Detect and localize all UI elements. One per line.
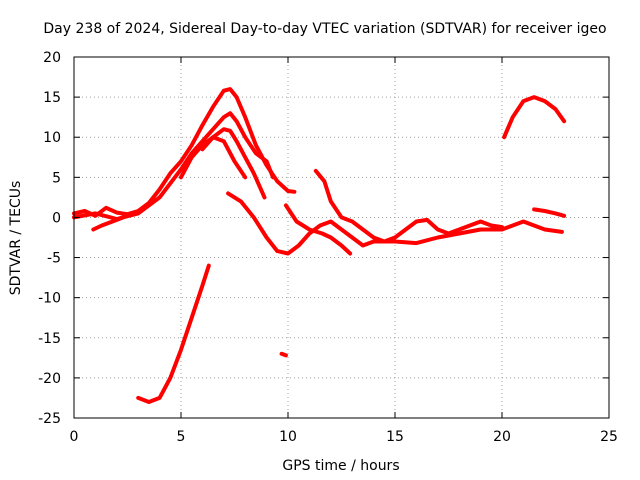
- y-tick-label: 10: [43, 130, 61, 146]
- plot-frame: [73, 56, 610, 419]
- y-tick-label: 15: [43, 90, 61, 106]
- series-track-k: [502, 95, 567, 140]
- y-tick-label: -20: [38, 371, 61, 387]
- tick-layer: 0 5 10 15 20 25 -25 -20 -15 -10 -5 0 5 10 15 20: [38, 50, 618, 445]
- y-axis-label: SDTVAR / TECUs: [8, 181, 24, 296]
- series-track-h: [91, 215, 126, 232]
- y-tick-label: 5: [52, 170, 61, 186]
- y-tick-label: -5: [47, 251, 61, 267]
- series-track-j: [279, 351, 288, 358]
- series-track-e: [226, 191, 564, 256]
- y-tick-label: 20: [43, 50, 61, 66]
- series-track-l: [532, 207, 567, 218]
- y-tick-label: -10: [38, 291, 61, 307]
- series-track-a: [72, 87, 297, 218]
- series-track-b: [72, 111, 275, 221]
- series-track-f: [313, 168, 504, 244]
- chart-title: Day 238 of 2024, Sidereal Day-to-day VTE…: [43, 21, 606, 37]
- x-axis-label: GPS time / hours: [282, 458, 399, 474]
- series-track-i: [136, 263, 211, 404]
- data-layer: [72, 87, 567, 404]
- series-track-d: [179, 135, 248, 180]
- x-tick-label: 25: [600, 429, 618, 445]
- x-tick-label: 20: [493, 429, 511, 445]
- x-tick-label: 15: [386, 429, 404, 445]
- x-tick-label: 0: [70, 429, 79, 445]
- x-tick-label: 5: [177, 429, 186, 445]
- y-tick-label: -25: [38, 411, 61, 427]
- x-tick-label: 10: [279, 429, 297, 445]
- grid-layer: [74, 57, 609, 418]
- y-tick-label: -15: [38, 331, 61, 347]
- y-tick-label: 0: [52, 210, 61, 226]
- series-track-g: [283, 203, 353, 256]
